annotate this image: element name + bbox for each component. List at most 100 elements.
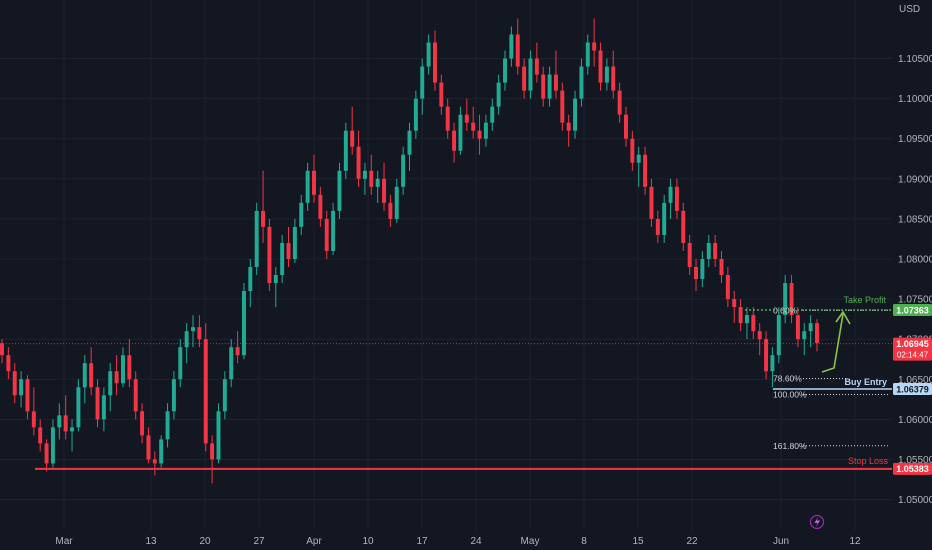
candle	[25, 375, 30, 420]
svg-text:1.05383: 1.05383	[896, 464, 929, 474]
candle	[343, 122, 348, 179]
candle	[522, 58, 527, 99]
candle	[789, 275, 794, 324]
candle	[725, 267, 730, 308]
lightning-icon[interactable]	[809, 514, 825, 530]
candle	[127, 339, 132, 388]
candle	[515, 18, 520, 75]
candle	[375, 170, 380, 203]
stop-loss-badge: 1.05383	[893, 462, 932, 475]
candle	[439, 74, 444, 115]
candle	[184, 323, 189, 364]
candle	[713, 234, 718, 268]
x-tick-label: 22	[686, 536, 698, 547]
candle	[12, 363, 17, 404]
x-tick-label: 15	[632, 536, 644, 547]
candle	[299, 194, 304, 235]
candle	[331, 202, 336, 255]
candle	[152, 451, 157, 476]
candle	[503, 50, 507, 91]
candle	[471, 106, 476, 139]
candle	[401, 146, 406, 195]
candle	[63, 395, 68, 440]
candle	[273, 267, 278, 308]
candle	[534, 42, 539, 83]
candle	[216, 403, 221, 464]
x-tick-label: 27	[253, 536, 265, 547]
candle	[445, 98, 450, 139]
x-tick-label: 20	[199, 536, 211, 547]
candle	[254, 202, 259, 276]
candle	[267, 218, 272, 292]
candle	[624, 106, 628, 147]
currency-label: USD	[899, 4, 920, 15]
candle	[764, 331, 769, 380]
candle	[636, 146, 641, 187]
buy-entry-text: Buy Entry	[844, 377, 887, 387]
candle	[553, 50, 558, 99]
y-tick-label: 1.06500	[898, 375, 932, 386]
candle	[44, 439, 49, 472]
candle	[133, 371, 138, 420]
svg-text:02:14:47: 02:14:47	[897, 351, 929, 360]
svg-text:1.07363: 1.07363	[896, 305, 929, 315]
candle	[770, 347, 775, 388]
candle	[362, 162, 367, 195]
take-profit-text: Take Profit	[843, 295, 886, 305]
candle	[337, 162, 342, 219]
candle	[738, 299, 743, 332]
x-tick-label: 17	[416, 536, 428, 547]
current-price-badge: 1.06945 02:14:47	[893, 337, 932, 361]
candle	[70, 419, 75, 452]
y-tick-label: 1.08000	[898, 254, 932, 265]
candle	[757, 323, 762, 356]
candle	[802, 323, 807, 356]
x-tick-label: Jun	[773, 536, 789, 547]
candle	[464, 98, 469, 131]
candle	[31, 387, 36, 436]
candle	[286, 226, 291, 268]
fib-label: 100.00%	[773, 389, 807, 399]
candle	[280, 234, 285, 284]
candle	[579, 58, 584, 107]
candle	[687, 234, 692, 276]
y-tick-label: 1.10500	[898, 54, 932, 65]
x-tick-label: 8	[581, 536, 587, 547]
x-tick-label: 10	[362, 536, 374, 547]
candle	[413, 90, 418, 139]
candle	[178, 339, 183, 388]
candle	[706, 234, 711, 268]
candle	[318, 186, 323, 227]
candle	[388, 194, 393, 227]
candle	[528, 50, 533, 99]
candle	[560, 82, 565, 131]
candle	[407, 122, 412, 171]
candle	[114, 355, 119, 396]
fib-label: 78.60%	[773, 373, 802, 383]
take-profit-badge: 1.07363	[893, 304, 932, 317]
candle	[573, 90, 578, 139]
y-tick-label: 1.09500	[898, 134, 932, 145]
candle	[598, 42, 603, 91]
candle	[420, 58, 425, 115]
candle	[490, 98, 495, 131]
y-tick-label: 1.05500	[898, 455, 932, 466]
candle	[732, 291, 737, 324]
buy-entry-text-bg	[846, 375, 888, 387]
candle	[452, 122, 457, 163]
stop-loss-text: Stop Loss	[848, 456, 889, 466]
candle	[356, 130, 361, 187]
candle	[681, 202, 686, 251]
x-tick-label: Apr	[306, 536, 322, 547]
candle	[57, 403, 62, 440]
candle	[197, 315, 202, 348]
x-tick-label: 13	[145, 536, 157, 547]
candle	[585, 34, 590, 75]
candle	[617, 82, 622, 123]
x-tick-label: Mar	[55, 536, 73, 547]
candle	[121, 347, 125, 388]
candle	[248, 258, 253, 308]
